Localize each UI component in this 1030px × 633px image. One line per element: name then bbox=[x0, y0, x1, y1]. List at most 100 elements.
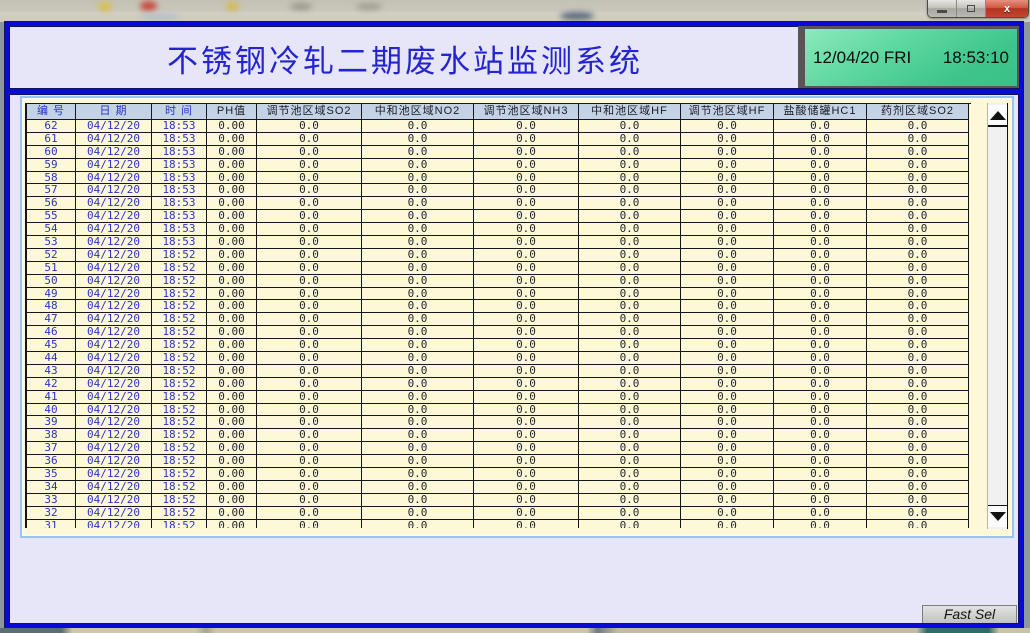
close-button[interactable]: x bbox=[986, 0, 1028, 17]
table-cell: 0.0 bbox=[867, 158, 969, 172]
table-cell: 04/12/20 bbox=[76, 197, 152, 211]
table-cell: 0.0 bbox=[774, 120, 867, 133]
column-header: 日 期 bbox=[76, 104, 152, 120]
table-cell: 0.00 bbox=[207, 210, 257, 224]
table-cell: 0.00 bbox=[207, 364, 257, 378]
table-row: 53 04/12/20 18:53 0.00 0.0 0.0 0.0 0.0 0.0 0.0 0.0 bbox=[27, 236, 971, 249]
app-window: 不锈钢冷轧二期废水站监测系统 12/04/20 FRI 18:53:10 编 号… bbox=[4, 21, 1024, 629]
minimize-button[interactable] bbox=[928, 0, 957, 17]
vertical-scrollbar[interactable] bbox=[987, 103, 1008, 529]
table-cell: 0.0 bbox=[867, 120, 969, 133]
table-cell: 0.0 bbox=[257, 506, 362, 520]
table-row: 56 04/12/20 18:53 0.00 0.0 0.0 0.0 0.0 0.0 0.0 0.0 bbox=[27, 197, 971, 211]
table-cell: 0.0 bbox=[362, 248, 474, 262]
table-cell: 38 bbox=[27, 429, 76, 443]
minimize-icon bbox=[937, 10, 947, 13]
table-cell: 0.0 bbox=[867, 455, 969, 469]
table-cell: 0.0 bbox=[579, 455, 681, 469]
table-cell: 0.0 bbox=[579, 223, 681, 237]
table-cell: 47 bbox=[27, 313, 76, 327]
table-cell: 0.0 bbox=[579, 313, 681, 327]
table-cell: 18:53 bbox=[152, 145, 207, 159]
table-cell: 0.0 bbox=[774, 339, 867, 353]
table-cell: 18:52 bbox=[152, 519, 207, 528]
table-cell: 0.0 bbox=[257, 287, 362, 301]
scroll-down-button[interactable] bbox=[988, 505, 1007, 527]
backdrop-blob bbox=[560, 12, 594, 20]
clock-date: 12/04/20 FRI bbox=[813, 47, 912, 67]
table-cell: 04/12/20 bbox=[76, 519, 152, 528]
table-cell: 0.0 bbox=[474, 429, 579, 443]
table-cell: 0.0 bbox=[474, 158, 579, 172]
table-cell: 18:53 bbox=[152, 197, 207, 211]
table-cell: 0.0 bbox=[867, 236, 969, 249]
table-cell: 41 bbox=[27, 390, 76, 404]
arrow-down-icon bbox=[989, 512, 1006, 521]
table-cell: 0.00 bbox=[207, 145, 257, 159]
table-cell: 0.0 bbox=[774, 429, 867, 443]
table-cell: 0.0 bbox=[579, 158, 681, 172]
table-row: 35 04/12/20 18:52 0.00 0.0 0.0 0.0 0.0 0.0 0.0 0.0 bbox=[27, 468, 971, 481]
table-cell: 04/12/20 bbox=[76, 390, 152, 404]
maximize-icon bbox=[967, 5, 975, 12]
table-cell: 0.0 bbox=[257, 248, 362, 262]
table-cell: 0.0 bbox=[681, 506, 774, 520]
table-cell: 0.0 bbox=[362, 506, 474, 520]
table-cell: 0.0 bbox=[579, 326, 681, 340]
maximize-button[interactable] bbox=[957, 0, 986, 17]
column-header: 调节池区域NH3 bbox=[474, 104, 579, 120]
table-cell: 44 bbox=[27, 352, 76, 365]
table-cell: 0.0 bbox=[362, 223, 474, 237]
table-cell: 0.00 bbox=[207, 261, 257, 275]
table-row: 45 04/12/20 18:52 0.00 0.0 0.0 0.0 0.0 0.0 0.0 0.0 bbox=[27, 339, 971, 353]
table-cell: 0.0 bbox=[474, 236, 579, 249]
table-cell: 0.0 bbox=[362, 403, 474, 417]
table-cell: 0.0 bbox=[257, 416, 362, 430]
table-cell: 0.0 bbox=[681, 455, 774, 469]
table-cell: 0.0 bbox=[681, 377, 774, 391]
table-row: 48 04/12/20 18:52 0.00 0.0 0.0 0.0 0.0 0.0 0.0 0.0 bbox=[27, 300, 971, 314]
column-header: 调节池区域SO2 bbox=[257, 104, 362, 120]
table-row: 40 04/12/20 18:52 0.00 0.0 0.0 0.0 0.0 0.0 0.0 0.0 bbox=[27, 403, 971, 417]
table-cell: 0.00 bbox=[207, 236, 257, 249]
table-cell: 0.0 bbox=[257, 132, 362, 146]
table-cell: 35 bbox=[27, 468, 76, 481]
taskbar-sliver bbox=[0, 628, 1030, 633]
table-cell: 18:53 bbox=[152, 223, 207, 237]
table-cell: 0.0 bbox=[257, 145, 362, 159]
page-title: 不锈钢冷轧二期废水站监测系统 bbox=[167, 44, 643, 80]
table-cell: 0.0 bbox=[681, 248, 774, 262]
table-cell: 04/12/20 bbox=[76, 145, 152, 159]
table-cell: 0.0 bbox=[867, 390, 969, 404]
table-cell: 0.00 bbox=[207, 480, 257, 494]
scroll-up-button[interactable] bbox=[988, 105, 1007, 127]
table-cell: 0.0 bbox=[774, 468, 867, 481]
table-row: 61 04/12/20 18:53 0.00 0.0 0.0 0.0 0.0 0.0 0.0 0.0 bbox=[27, 132, 971, 146]
table-cell: 04/12/20 bbox=[76, 261, 152, 275]
table-cell: 0.0 bbox=[362, 145, 474, 159]
table-cell: 0.0 bbox=[362, 313, 474, 327]
table-cell: 0.0 bbox=[362, 352, 474, 365]
table-cell: 0.0 bbox=[579, 197, 681, 211]
table-cell: 0.0 bbox=[362, 377, 474, 391]
table-cell: 0.0 bbox=[257, 184, 362, 198]
table-cell: 0.00 bbox=[207, 352, 257, 365]
table-cell: 46 bbox=[27, 326, 76, 340]
table-cell: 0.0 bbox=[774, 506, 867, 520]
table-cell: 04/12/20 bbox=[76, 236, 152, 249]
fast-sel-button[interactable]: Fast Sel bbox=[922, 605, 1017, 623]
table-cell: 04/12/20 bbox=[76, 442, 152, 456]
table-cell: 04/12/20 bbox=[76, 120, 152, 133]
table-row: 55 04/12/20 18:53 0.00 0.0 0.0 0.0 0.0 0.0 0.0 0.0 bbox=[27, 210, 971, 224]
table-cell: 59 bbox=[27, 158, 76, 172]
table-cell: 0.00 bbox=[207, 390, 257, 404]
table-cell: 0.0 bbox=[579, 403, 681, 417]
table-cell: 0.0 bbox=[474, 300, 579, 314]
table-cell: 0.0 bbox=[774, 416, 867, 430]
table-cell: 0.0 bbox=[774, 261, 867, 275]
table-cell: 0.0 bbox=[362, 197, 474, 211]
table-cell: 04/12/20 bbox=[76, 210, 152, 224]
table-cell: 0.0 bbox=[474, 519, 579, 528]
close-icon: x bbox=[1003, 2, 1011, 15]
table-cell: 0.0 bbox=[867, 261, 969, 275]
